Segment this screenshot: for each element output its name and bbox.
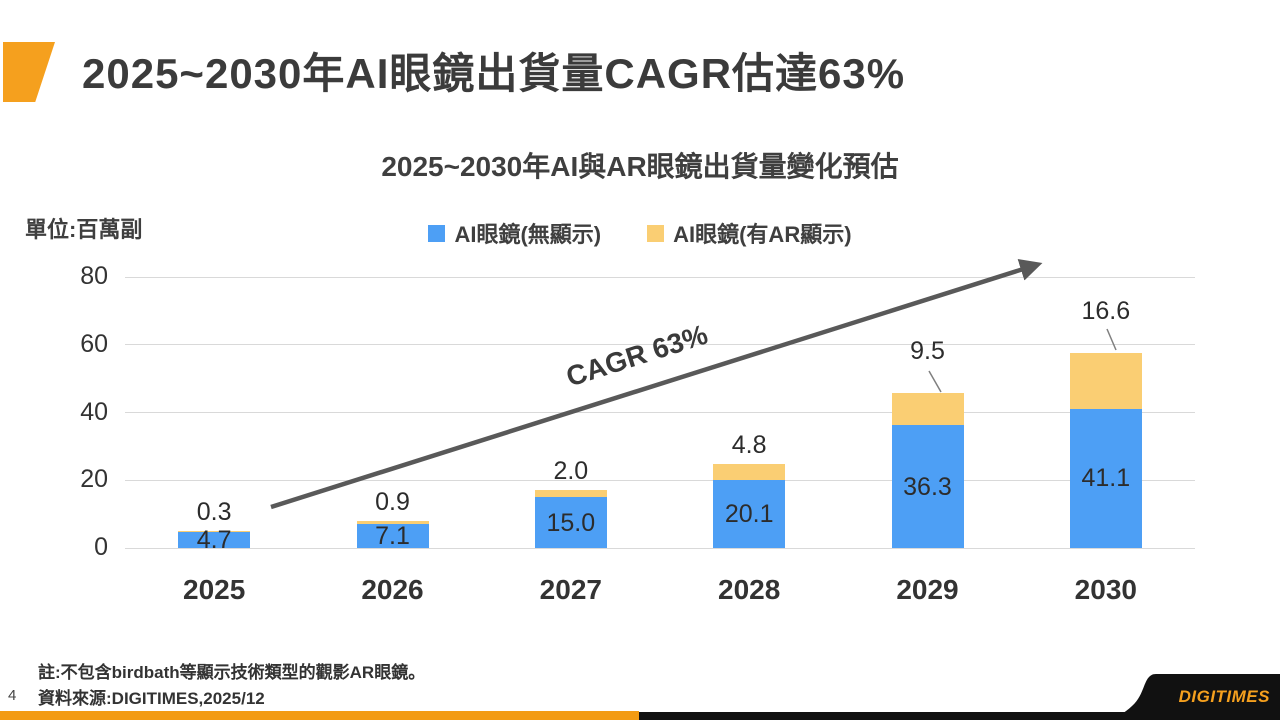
unit-label: 單位:百萬副 bbox=[25, 217, 143, 242]
value-label-ar-2027: 2.0 bbox=[553, 457, 589, 486]
y-tick-label-0: 0 bbox=[94, 533, 108, 561]
legend-label-ar-glasses: AI眼鏡(有AR顯示) bbox=[673, 222, 852, 247]
bar-ar-glasses-2026 bbox=[356, 520, 429, 524]
bottom-accent-bar bbox=[0, 711, 639, 720]
logo-wordmark: DIGITIMES bbox=[1178, 687, 1270, 706]
value-label-ar-2028: 4.8 bbox=[731, 430, 767, 459]
gridline-40 bbox=[125, 412, 1195, 413]
bar-ar-glasses-2029 bbox=[891, 392, 964, 426]
bar-ar-glasses-2025 bbox=[178, 531, 251, 533]
chart-legend: AI眼鏡(無顯示) AI眼鏡(有AR顯示) bbox=[0, 217, 1280, 249]
bar-ai-glasses-2027 bbox=[534, 497, 607, 548]
title-flag-shape bbox=[3, 42, 55, 102]
legend-item-ai-glasses: AI眼鏡(無顯示) bbox=[428, 217, 601, 249]
value-label-ar-2026: 0.9 bbox=[375, 487, 410, 516]
footnote: 註:不包含birdbath等顯示技術類型的觀影AR眼鏡。 bbox=[38, 663, 426, 682]
gridline-80 bbox=[125, 276, 1195, 278]
slide-title: 2025~2030年AI眼鏡出貨量CAGR估達63% bbox=[82, 50, 906, 97]
bar-ar-glasses-2027 bbox=[534, 490, 607, 498]
logo-background-shape bbox=[1114, 674, 1280, 720]
trend-arrow-line bbox=[270, 259, 1043, 510]
value-label-ar-2029: 9.5 bbox=[910, 336, 945, 365]
label-leader-line-2030 bbox=[1106, 328, 1117, 351]
x-tick-label-2029: 2029 bbox=[896, 574, 959, 605]
bottom-black-bar bbox=[639, 712, 1280, 720]
digitimes-logo: DIGITIMES bbox=[1114, 674, 1280, 720]
x-tick-label-2030: 2030 bbox=[1074, 574, 1137, 605]
value-label-ai-2028: 20.1 bbox=[724, 499, 774, 528]
legend-item-ar-glasses: AI眼鏡(有AR顯示) bbox=[647, 217, 852, 249]
legend-label-ai-glasses: AI眼鏡(無顯示) bbox=[454, 222, 602, 247]
bar-ai-glasses-2030 bbox=[1069, 408, 1142, 548]
x-tick-label-2027: 2027 bbox=[539, 574, 602, 605]
x-tick-label-2026: 2026 bbox=[361, 574, 424, 605]
cagr-annotation: CAGR 63% bbox=[562, 318, 712, 393]
value-label-ar-2025: 0.3 bbox=[196, 498, 232, 527]
value-label-ai-2027: 15.0 bbox=[546, 508, 596, 537]
value-label-ai-2025: 4.7 bbox=[196, 526, 232, 555]
y-tick-label-40: 40 bbox=[80, 397, 108, 426]
value-label-ai-2029: 36.3 bbox=[903, 472, 952, 501]
page-number: 4 bbox=[8, 687, 17, 704]
bar-ai-glasses-2025 bbox=[178, 532, 251, 548]
value-label-ai-2030: 41.1 bbox=[1081, 464, 1131, 493]
value-label-ai-2026: 7.1 bbox=[375, 521, 410, 550]
y-tick-label-20: 20 bbox=[80, 465, 108, 494]
legend-swatch-yellow bbox=[647, 224, 665, 242]
value-label-ar-2030: 16.6 bbox=[1081, 296, 1131, 325]
bar-ai-glasses-2029 bbox=[891, 425, 964, 548]
bar-ai-glasses-2026 bbox=[356, 523, 429, 548]
gridline-0 bbox=[125, 547, 1195, 549]
bar-ar-glasses-2030 bbox=[1069, 352, 1142, 409]
bar-ar-glasses-2028 bbox=[713, 463, 786, 480]
legend-swatch-blue bbox=[428, 224, 446, 242]
bar-ai-glasses-2028 bbox=[713, 479, 786, 548]
source-note: 資料來源:DIGITIMES,2025/12 bbox=[38, 689, 265, 708]
chart-title: 2025~2030年AI與AR眼鏡出貨量變化預估 bbox=[381, 151, 899, 182]
label-leader-line-2029 bbox=[928, 370, 942, 393]
y-tick-label-60: 60 bbox=[80, 329, 108, 358]
x-tick-label-2028: 2028 bbox=[718, 574, 781, 605]
y-tick-label-80: 80 bbox=[80, 262, 108, 290]
x-tick-label-2025: 2025 bbox=[183, 574, 246, 605]
gridline-20 bbox=[125, 479, 1195, 481]
